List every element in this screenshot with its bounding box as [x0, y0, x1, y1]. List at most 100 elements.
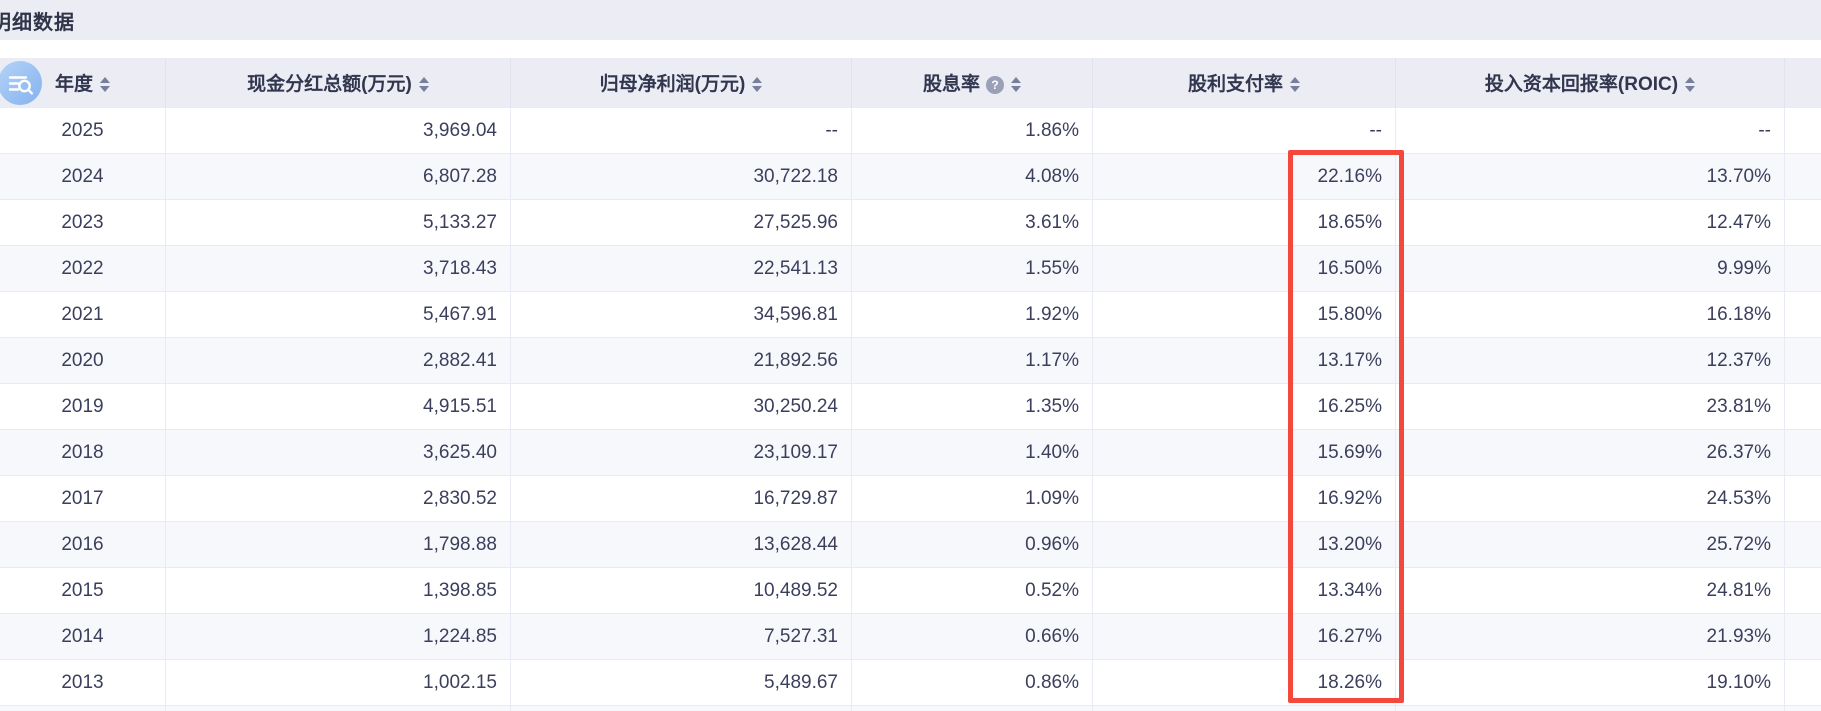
dividend-table: 年度 现金分红总额(万元) 归母净利润(万元) 股息率? 股利支付率	[0, 58, 1821, 711]
spacer-cell	[1785, 613, 1821, 659]
value-cell: 1.55%	[852, 245, 1093, 291]
value-cell: 1.09%	[852, 475, 1093, 521]
value-cell: 0.86%	[852, 659, 1093, 705]
year-cell: 2019	[0, 383, 166, 429]
sort-icon[interactable]	[100, 77, 110, 93]
year-cell: 2017	[0, 475, 166, 521]
sort-icon[interactable]	[752, 77, 763, 93]
table-row: 2025 3,969.04 -- 1.86% -- --	[0, 107, 1821, 153]
value-cell: 3,718.43	[166, 245, 511, 291]
value-cell: 1.40%	[852, 429, 1093, 475]
column-header-dividend-yield[interactable]: 股息率?	[852, 58, 1093, 107]
value-cell: 1.35%	[852, 383, 1093, 429]
table-row: 2018 3,625.40 23,109.17 1.40% 15.69% 26.37%	[0, 429, 1821, 475]
value-cell	[1396, 705, 1785, 711]
table-row: 2020 2,882.41 21,892.56 1.17% 13.17% 12.37%	[0, 337, 1821, 383]
value-cell: 4,915.51	[166, 383, 511, 429]
spacer-cell	[1785, 153, 1821, 199]
value-cell: 27,525.96	[511, 199, 852, 245]
value-cell: 15.80%	[1093, 291, 1396, 337]
value-cell: 1.92%	[852, 291, 1093, 337]
spacer-cell	[1785, 475, 1821, 521]
value-cell: 16,729.87	[511, 475, 852, 521]
spacer-cell	[1785, 429, 1821, 475]
sort-icon[interactable]	[1290, 77, 1300, 93]
value-cell: 1,002.15	[166, 659, 511, 705]
table-row: 2017 2,830.52 16,729.87 1.09% 16.92% 24.53%	[0, 475, 1821, 521]
value-cell: 12.37%	[1396, 337, 1785, 383]
value-cell: --	[1093, 107, 1396, 153]
year-cell: 2018	[0, 429, 166, 475]
value-cell: 23.81%	[1396, 383, 1785, 429]
value-cell: 5,467.91	[166, 291, 511, 337]
column-header-payout-ratio[interactable]: 股利支付率	[1093, 58, 1396, 107]
sort-icon[interactable]	[1011, 77, 1021, 93]
year-cell: 2014	[0, 613, 166, 659]
column-label: 投入资本回报率(ROIC)	[1484, 74, 1679, 95]
column-label: 年度	[54, 74, 93, 95]
value-cell: 13.17%	[1093, 337, 1396, 383]
table-row: 2022 3,718.43 22,541.13 1.55% 16.50% 9.99%	[0, 245, 1821, 291]
value-cell: 3,625.40	[166, 429, 511, 475]
help-icon[interactable]: ?	[986, 75, 1004, 94]
value-cell: --	[1396, 107, 1785, 153]
value-cell: 25.72%	[1396, 521, 1785, 567]
value-cell: 1.86%	[852, 107, 1093, 153]
year-cell: 2023	[0, 199, 166, 245]
value-cell: 5,133.27	[166, 199, 511, 245]
spacer-cell	[1785, 199, 1821, 245]
value-cell: 13.20%	[1093, 521, 1396, 567]
column-label: 股利支付率	[1187, 74, 1283, 95]
year-cell	[0, 705, 166, 711]
column-header-spacer	[1785, 58, 1821, 107]
value-cell	[166, 705, 511, 711]
spacer-cell	[1785, 383, 1821, 429]
value-cell: 23,109.17	[511, 429, 852, 475]
header-row: 年度 现金分红总额(万元) 归母净利润(万元) 股息率? 股利支付率	[0, 58, 1821, 107]
value-cell: 3.61%	[852, 199, 1093, 245]
year-cell: 2015	[0, 567, 166, 613]
column-header-cash-dividend[interactable]: 现金分红总额(万元)	[166, 58, 511, 107]
spacer-cell	[1785, 567, 1821, 613]
value-cell: 21.93%	[1396, 613, 1785, 659]
table-row: 2015 1,398.85 10,489.52 0.52% 13.34% 24.81%	[0, 567, 1821, 613]
value-cell: 10,489.52	[511, 567, 852, 613]
column-label: 股息率	[922, 74, 980, 95]
value-cell: 0.66%	[852, 613, 1093, 659]
value-cell: 2,830.52	[166, 475, 511, 521]
value-cell: 13,628.44	[511, 521, 852, 567]
spacer-cell	[1785, 245, 1821, 291]
value-cell: 3,969.04	[166, 107, 511, 153]
column-label: 归母净利润(万元)	[599, 74, 746, 95]
value-cell: 13.70%	[1396, 153, 1785, 199]
column-header-net-profit[interactable]: 归母净利润(万元)	[511, 58, 852, 107]
spacer-cell	[1785, 705, 1821, 711]
value-cell: 2,882.41	[166, 337, 511, 383]
spacer-cell	[1785, 337, 1821, 383]
dividend-table-wrap: 年度 现金分红总额(万元) 归母净利润(万元) 股息率? 股利支付率	[0, 58, 1821, 711]
section-title-bar: 明细数据	[0, 0, 1821, 40]
year-cell: 2022	[0, 245, 166, 291]
spacer-cell	[1785, 107, 1821, 153]
value-cell: 16.18%	[1396, 291, 1785, 337]
table-row: 2014 1,224.85 7,527.31 0.66% 16.27% 21.93%	[0, 613, 1821, 659]
value-cell: 1,224.85	[166, 613, 511, 659]
value-cell: 0.96%	[852, 521, 1093, 567]
filter-search-icon[interactable]	[0, 61, 42, 105]
value-cell: 19.10%	[1396, 659, 1785, 705]
column-header-roic[interactable]: 投入资本回报率(ROIC)	[1396, 58, 1785, 107]
page-title: 明细数据	[0, 11, 75, 34]
value-cell: 24.81%	[1396, 567, 1785, 613]
value-cell: 4.08%	[852, 153, 1093, 199]
value-cell: --	[511, 107, 852, 153]
sort-icon[interactable]	[418, 77, 429, 93]
value-cell: 12.47%	[1396, 199, 1785, 245]
spacer-cell	[1785, 291, 1821, 337]
year-cell: 2016	[0, 521, 166, 567]
value-cell: 13.34%	[1093, 567, 1396, 613]
value-cell: 18.26%	[1093, 659, 1396, 705]
value-cell: 30,722.18	[511, 153, 852, 199]
sort-icon[interactable]	[1685, 77, 1696, 93]
value-cell: 16.25%	[1093, 383, 1396, 429]
